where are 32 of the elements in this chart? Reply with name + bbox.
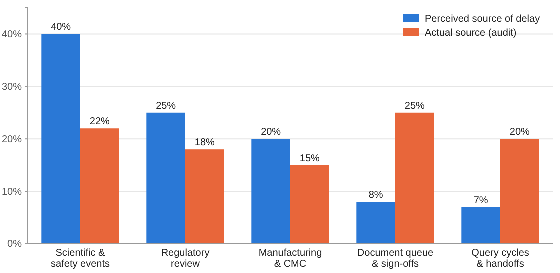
data-label: 40%: [51, 22, 72, 34]
bar: [500, 139, 540, 244]
x-tick-label: Query cycles & handoffs: [472, 248, 530, 270]
bar: [186, 150, 224, 244]
data-label: 20%: [510, 127, 530, 138]
x-tick-label: Document queue & sign-offs: [357, 248, 434, 270]
legend-label: Actual source (audit): [425, 28, 517, 39]
y-tick-label: 10%: [2, 186, 22, 198]
data-label: 25%: [404, 100, 426, 112]
bar: [356, 202, 396, 244]
data-label: 20%: [261, 127, 282, 138]
x-tick-label: Manufacturing & CMC: [258, 248, 322, 270]
x-tick-label: Regulatory review: [161, 248, 210, 270]
bar: [252, 139, 290, 244]
bar: [42, 34, 80, 244]
bar: [80, 128, 120, 244]
data-label: 15%: [300, 153, 320, 164]
legend-label: Perceived source of delay: [425, 14, 540, 25]
data-label: 25%: [156, 100, 176, 112]
x-tick-label: Scientific & safety events: [51, 248, 110, 270]
data-label: 7%: [474, 195, 488, 206]
data-label: 18%: [194, 138, 216, 149]
bar: [146, 112, 186, 244]
y-tick-label: 30%: [2, 82, 22, 93]
y-tick-label: 20%: [2, 134, 22, 146]
bar: [396, 112, 434, 244]
data-label: 8%: [368, 190, 384, 202]
bar: [462, 207, 500, 244]
y-tick-label: 0%: [8, 239, 22, 250]
y-tick-label: 40%: [2, 29, 22, 40]
data-label: 22%: [90, 116, 110, 128]
bar: [290, 165, 330, 244]
